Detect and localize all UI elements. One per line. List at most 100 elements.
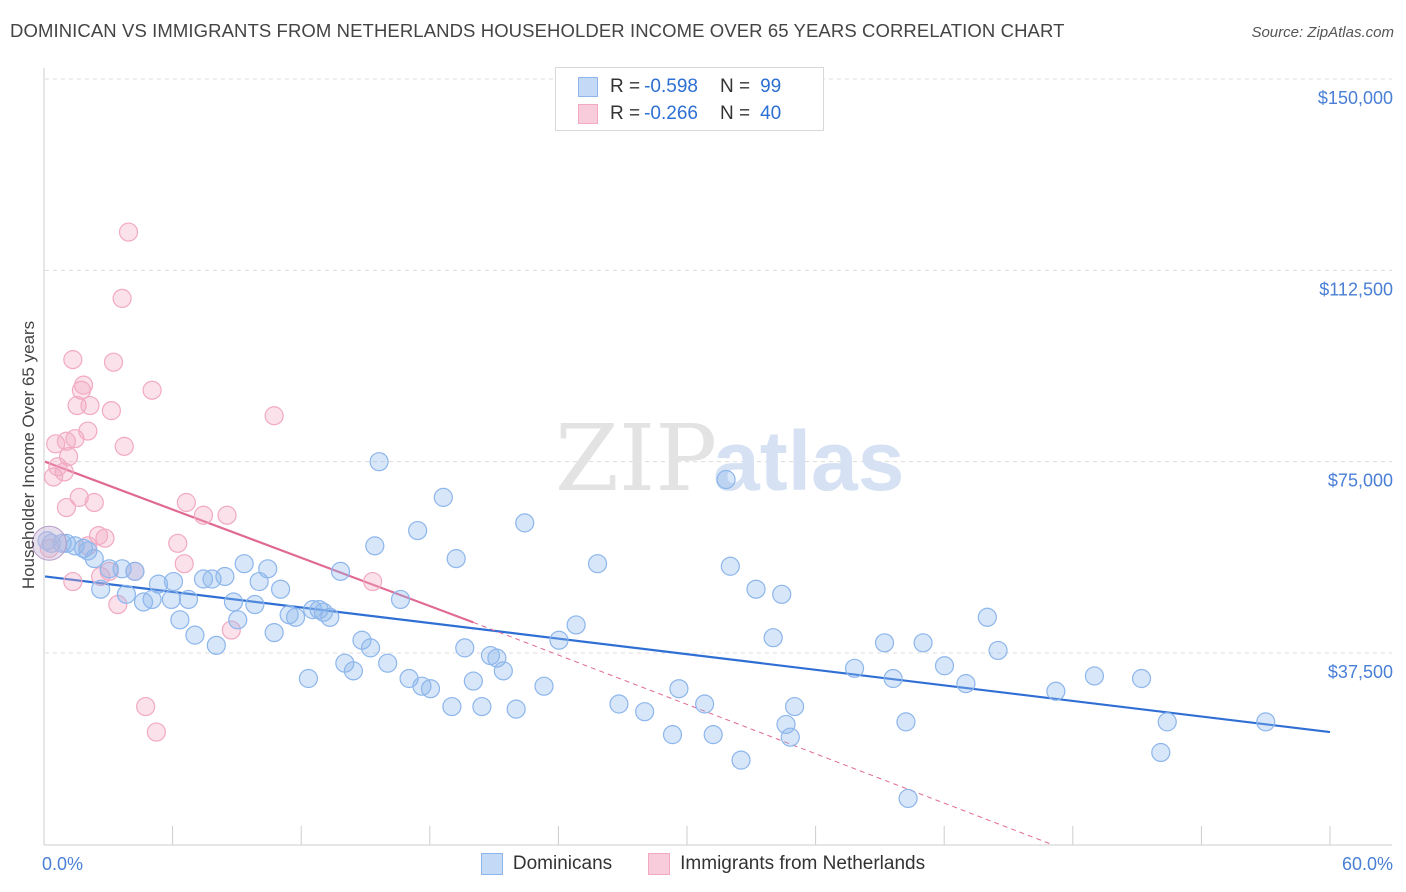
dominican-point — [746, 579, 766, 599]
x-tick-label: 0.0% — [42, 854, 83, 874]
dominican-point — [148, 574, 169, 594]
y-tick-label: $37,500 — [1328, 662, 1393, 682]
legend-swatch-pink — [648, 853, 671, 875]
dominican-point — [956, 674, 976, 694]
legend-label-dominicans: Dominicans — [512, 853, 613, 874]
dominican-point — [896, 712, 916, 732]
dominican-point — [549, 630, 569, 650]
dominican-point — [390, 589, 411, 610]
gridlines — [45, 78, 1392, 654]
dominican-point — [228, 610, 248, 630]
watermark-zip: ZIP — [555, 405, 717, 512]
netherlands-point — [114, 436, 134, 456]
legend-swatch-blue — [480, 853, 503, 875]
netherlands-trend-line — [44, 460, 474, 624]
dominican-point — [720, 556, 740, 576]
dominican-point — [913, 633, 933, 653]
y-tick-label: $150,000 — [1318, 88, 1393, 108]
dominican-point — [534, 676, 554, 696]
netherlands-point — [217, 505, 237, 525]
trend-lines — [44, 460, 1331, 845]
dominican-point — [776, 714, 796, 735]
dominican-point — [178, 589, 199, 610]
netherlands-point — [168, 533, 188, 553]
legend-n-label: N = — [719, 76, 751, 97]
dominican-point — [161, 589, 181, 610]
dominican-point — [731, 750, 751, 770]
chart-title: DOMINICAN VS IMMIGRANTS FROM NETHERLANDS… — [10, 20, 1065, 41]
dominican-point — [635, 702, 655, 722]
netherlands-point — [69, 487, 89, 507]
legend-r-label: R = — [610, 76, 641, 97]
dominican-point — [472, 696, 492, 717]
dominican-point — [420, 679, 441, 699]
netherlands-trend-extension — [473, 621, 1052, 845]
netherlands-point — [264, 406, 284, 426]
legend-label-netherlands: Immigrants from Netherlands — [680, 853, 926, 874]
stats-legend: R = -0.598 N = 99 R = -0.266 N = 40 — [555, 67, 824, 131]
y-axis-title: Householder Income Over 65 years — [19, 321, 38, 589]
dominican-point — [298, 668, 319, 689]
dominican-point — [378, 653, 398, 673]
dominican-point — [1151, 742, 1171, 763]
dominican-point — [285, 607, 306, 627]
netherlands-point — [101, 401, 121, 421]
legend-swatch-blue — [578, 77, 598, 97]
netherlands-point — [95, 528, 115, 548]
dominican-point — [433, 487, 453, 507]
source-label: Source: ZipAtlas.com — [1251, 24, 1394, 41]
netherlands-point — [103, 352, 124, 372]
netherlands-point — [136, 696, 156, 717]
legend-n-value: 40 — [760, 103, 782, 124]
netherlands-point — [63, 571, 83, 592]
dominican-point — [506, 699, 526, 719]
dominican-point — [874, 633, 895, 653]
dominican-point — [37, 531, 57, 551]
dominican-point — [163, 571, 184, 592]
dominican-point — [446, 549, 466, 569]
points-layer — [31, 222, 1276, 809]
y-tick-label: $75,000 — [1328, 471, 1393, 491]
dominican-point — [883, 668, 903, 689]
y-tick-label: $112,500 — [1319, 279, 1393, 299]
dominican-point — [365, 536, 385, 556]
legend-item-dominicans: Dominicans — [480, 853, 613, 875]
legend-n-label: N = — [719, 103, 751, 124]
series-legend: Dominicans Immigrants from Netherlands — [0, 850, 1406, 878]
netherlands-point — [193, 505, 214, 525]
legend-item-netherlands: Immigrants from Netherlands — [648, 853, 925, 875]
dominican-point — [463, 671, 483, 691]
dominican-point — [763, 628, 783, 648]
legend-r-value: -0.266 — [644, 103, 698, 124]
dominican-point — [1084, 666, 1105, 686]
netherlands-point — [54, 462, 74, 482]
netherlands-point — [118, 222, 139, 242]
dominican-point — [330, 561, 351, 581]
dominican-point — [116, 584, 136, 604]
netherlands-point — [58, 446, 79, 467]
x-tick-label: 60.0% — [1342, 854, 1393, 874]
netherlands-point — [56, 497, 77, 518]
netherlands-point — [84, 492, 104, 513]
dominican-point — [91, 579, 111, 599]
dominican-trend-line — [44, 575, 1331, 734]
watermark: ZIP atlas — [555, 405, 904, 512]
dominican-point — [934, 656, 955, 676]
netherlands-point — [176, 492, 196, 513]
dominican-point — [898, 788, 918, 809]
dominican-point — [977, 607, 997, 627]
netherlands-point — [142, 380, 162, 400]
dominican-point — [270, 579, 291, 599]
dominican-point — [844, 658, 865, 678]
dominican-point — [442, 696, 462, 717]
dominican-point — [78, 541, 98, 561]
netherlands-point — [146, 722, 166, 742]
legend-r-value: -0.598 — [644, 76, 698, 97]
dominican-point — [84, 549, 104, 569]
dominican-point — [515, 513, 535, 533]
dominican-point — [369, 452, 389, 472]
netherlands-point — [78, 421, 98, 441]
dominican-point — [566, 615, 586, 635]
dominican-point — [185, 625, 205, 645]
